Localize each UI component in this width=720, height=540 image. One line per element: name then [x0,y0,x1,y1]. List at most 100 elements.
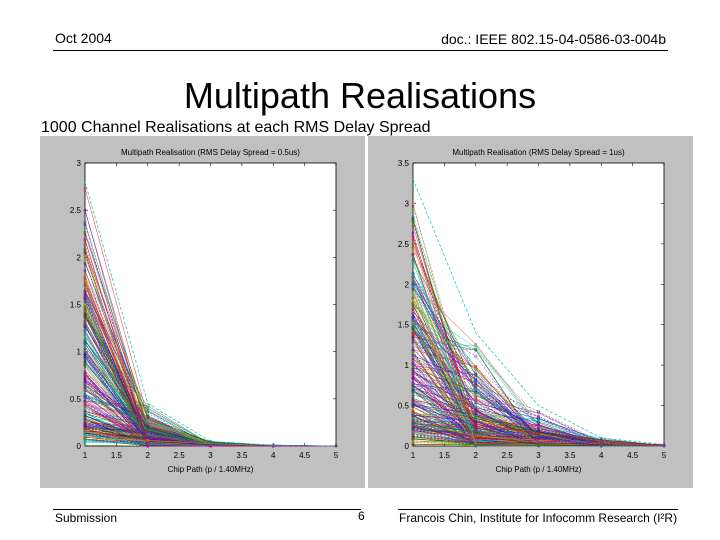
series-max-line [412,179,665,445]
series-point [83,232,87,236]
series-point [537,437,540,441]
series-point [83,306,87,310]
series-point [537,423,540,427]
series-point [474,348,478,352]
chart-title: Multipath Realisation (RMS Delay Spread … [452,148,625,157]
series-point [411,272,415,276]
series-point [146,418,150,421]
series-point [83,248,87,252]
series-point [474,426,478,429]
series-point [411,391,415,394]
header-doc-id: doc.: IEEE 802.15-04-0586-03-004b [441,31,666,47]
series-line [84,238,336,447]
series-point [411,320,415,324]
series-point [146,424,150,428]
chart-rms-1us: Multipath Realisation (RMS Delay Spread … [368,136,693,488]
series-point [411,241,415,245]
x-tick-label: 3 [536,451,541,460]
series-point [474,418,478,422]
series-point [83,293,87,297]
series-point [411,443,415,447]
series-point [146,414,150,418]
series-point [209,441,212,445]
series-point [537,419,540,422]
series-point [411,359,415,363]
series-point [474,399,478,403]
series-point [474,391,478,394]
series-point [83,405,87,409]
series-line [412,405,665,446]
series-point [474,354,478,358]
series-point [83,273,87,277]
series-point [83,441,87,444]
series-point [411,366,415,370]
series-point [83,410,87,414]
x-tick-label: 3.5 [236,451,248,460]
series-point [537,433,540,437]
series-point [474,374,478,378]
y-tick-label: 2 [77,253,82,262]
series-point [411,304,415,308]
series-point [411,424,415,428]
x-tick-label: 1 [83,451,88,460]
series-point [411,253,415,257]
series-line [412,346,665,446]
series-point [146,408,150,412]
series-point [83,320,87,324]
series-point [146,420,150,423]
series-point [474,407,478,411]
series-point [474,365,478,369]
series-point [83,369,87,373]
series-point [83,313,87,316]
series-point [474,414,478,418]
x-tick-label: 5 [662,451,667,460]
series-line [84,372,336,447]
x-axis-label: Chip Path (p / 1.40MHz) [168,465,254,474]
series-point [83,430,87,434]
series-point [411,284,415,288]
series-point [411,331,415,335]
series-line [412,396,664,447]
series-point [83,187,87,190]
footer-rule-left [53,509,361,510]
series-point [411,409,415,413]
figure-left: Multipath Realisation (RMS Delay Spread … [40,136,365,488]
x-tick-label: 1.5 [111,451,123,460]
series-point [83,339,87,343]
series-max-line [84,181,337,447]
series-point [411,434,415,438]
series-point [411,326,415,330]
series-group [411,201,666,448]
series-point [83,385,87,389]
y-tick-label: 1 [77,348,82,357]
series-point [411,402,415,406]
series-point [83,403,87,406]
series-point [474,381,478,385]
series-point [411,335,415,339]
series-point [411,426,415,429]
series-point [146,404,150,408]
series-point [411,437,415,441]
series-point [411,278,415,282]
series-point [83,360,87,364]
series-point [146,410,150,414]
series-point [474,412,478,416]
series-point [411,423,415,427]
series-point [83,371,87,375]
series-point [83,311,87,315]
series-point [83,351,87,354]
series-line [84,383,336,447]
y-tick-label: 1 [405,361,410,370]
series-point [83,284,87,287]
series-point [83,304,87,308]
series-point [411,421,415,425]
series-point [83,379,87,383]
series-line [412,332,665,446]
series-point [411,432,415,436]
series-point [83,421,87,425]
y-tick-label: 0 [77,442,82,451]
series-point [146,438,150,442]
series-point [83,261,87,265]
series-point [146,434,150,437]
series-point [83,396,87,400]
